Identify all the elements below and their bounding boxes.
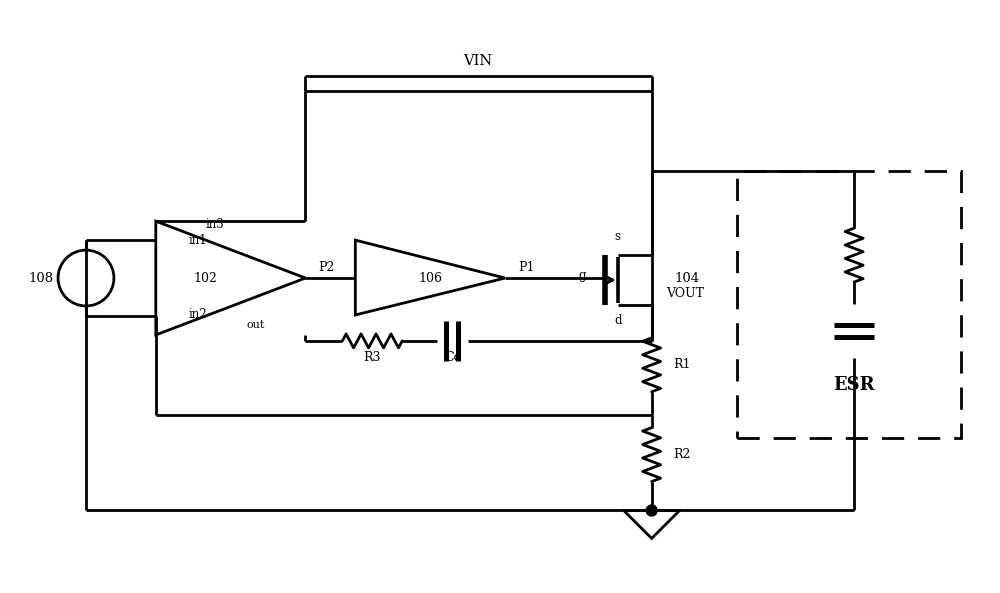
Text: VIN: VIN [463,53,493,68]
Text: d: d [614,314,621,327]
Text: 108: 108 [29,272,54,285]
Text: in2: in2 [189,308,207,321]
Text: R3: R3 [364,352,381,364]
Text: 104: 104 [675,272,700,285]
Text: Cc: Cc [444,352,460,364]
Text: out: out [246,320,265,330]
Text: 102: 102 [194,272,218,285]
Text: 106: 106 [418,272,442,285]
Circle shape [646,505,657,516]
Bar [737,171,961,438]
Text: P2: P2 [318,260,335,273]
Text: R2: R2 [674,448,691,461]
Text: g: g [578,269,586,282]
Text: P1: P1 [518,260,534,273]
Text: in3: in3 [206,218,224,231]
Text: VOUT: VOUT [667,286,705,299]
Text: s: s [615,229,621,243]
Text: in1: in1 [189,234,207,247]
Text: ESR: ESR [833,376,875,394]
Text: R1: R1 [674,358,691,371]
